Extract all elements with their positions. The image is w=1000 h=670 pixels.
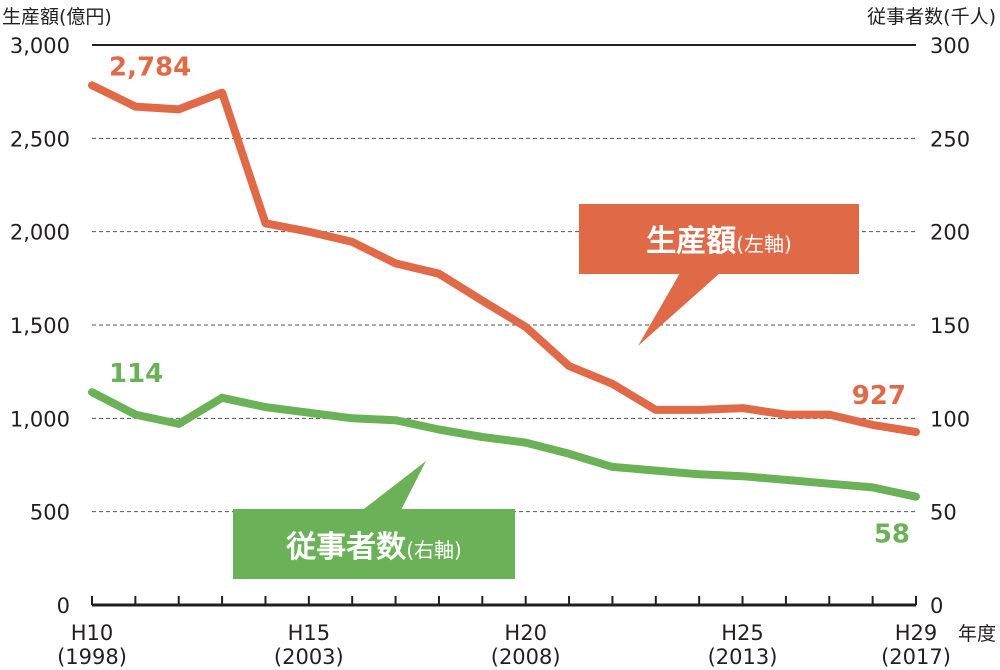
right-tick-label: 200 [930,221,970,245]
callout-workers: 従事者数(右軸) [233,461,515,579]
callout-workers-name: 従事者数 [285,530,407,565]
x-tick-label: H15 [288,621,331,645]
grid [92,138,916,511]
x-tick-label: H29 [895,621,938,645]
data-labels: 2,784 927 114 58 [109,52,910,549]
x-tick-label-year: (2003) [274,645,344,669]
x-axis-title: 年度 [958,623,996,645]
right-tick-label: 0 [930,594,943,618]
x-tick-label-year: (1998) [57,645,127,669]
left-tick-label: 1,500 [10,314,70,338]
x-tick-label: H10 [71,621,114,645]
callout-workers-note: (右軸) [406,538,462,562]
left-axis-title: 生産額(億円) [2,6,112,28]
right-tick-label: 150 [930,314,970,338]
left-tick-label: 500 [30,501,70,525]
x-tick-label: H25 [721,621,764,645]
right-tick-label: 100 [930,407,970,431]
callout-production-name: 生産額 [646,224,736,259]
production-last-label: 927 [852,381,906,411]
left-tick-label: 2,000 [10,221,70,245]
x-tick-label-year: (2017) [881,645,951,669]
callout-production-note: (左軸) [736,232,792,256]
right-tick-label: 50 [930,501,957,525]
callout-production-tail [638,273,720,346]
right-tick-label: 250 [930,127,970,151]
production-first-label: 2,784 [109,52,191,82]
right-tick-label: 300 [930,34,970,58]
right-axis-title: 従事者数(千人) [867,6,996,28]
x-tick-label-year: (2013) [708,645,778,669]
x-tick-label: H20 [504,621,547,645]
workers-line [92,392,916,497]
x-tick-label-year: (2008) [491,645,561,669]
callout-workers-tail [360,461,426,512]
left-tick-label: 1,000 [10,407,70,431]
workers-last-label: 58 [874,520,910,550]
left-tick-label: 0 [57,594,70,618]
left-tick-label: 3,000 [10,34,70,58]
series [92,85,916,496]
left-tick-label: 2,500 [10,127,70,151]
workers-first-label: 114 [109,359,163,389]
